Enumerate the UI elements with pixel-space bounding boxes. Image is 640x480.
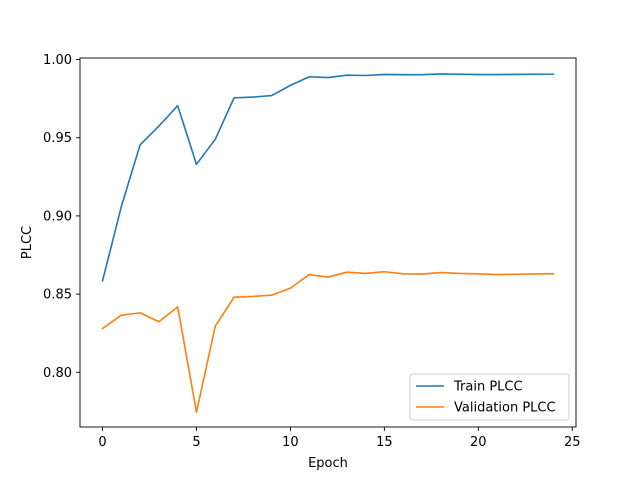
- x-axis-label: Epoch: [308, 456, 348, 471]
- series-layer: [101, 73, 555, 413]
- x-tick-label: 10: [282, 435, 299, 450]
- series-line-0: [101, 73, 555, 282]
- x-tick-label: 5: [192, 435, 200, 450]
- y-tick-label: 1.00: [43, 53, 72, 68]
- y-tick-label: 0.95: [43, 131, 72, 146]
- y-tick-label: 0.90: [43, 209, 72, 224]
- x-tick-label: 0: [98, 435, 106, 450]
- y-axis-label: PLCC: [20, 226, 35, 259]
- legend-box: [409, 373, 570, 421]
- legend-label-0: Train PLCC: [453, 380, 523, 395]
- x-tick-label: 25: [564, 435, 581, 450]
- x-tick-label: 15: [376, 435, 393, 450]
- plot-frame: [79, 57, 577, 428]
- axes-layer: 0 5 10 15 20 25 0.80 0.85 0.90 0.95 1.00: [43, 53, 580, 450]
- legend: Train PLCC Validation PLCC: [409, 373, 570, 421]
- y-tick-label: 0.80: [43, 366, 72, 381]
- y-tick-label: 0.85: [43, 288, 72, 303]
- x-tick-label: 20: [470, 435, 487, 450]
- legend-label-1: Validation PLCC: [454, 401, 556, 416]
- series-line-1: [101, 270, 555, 413]
